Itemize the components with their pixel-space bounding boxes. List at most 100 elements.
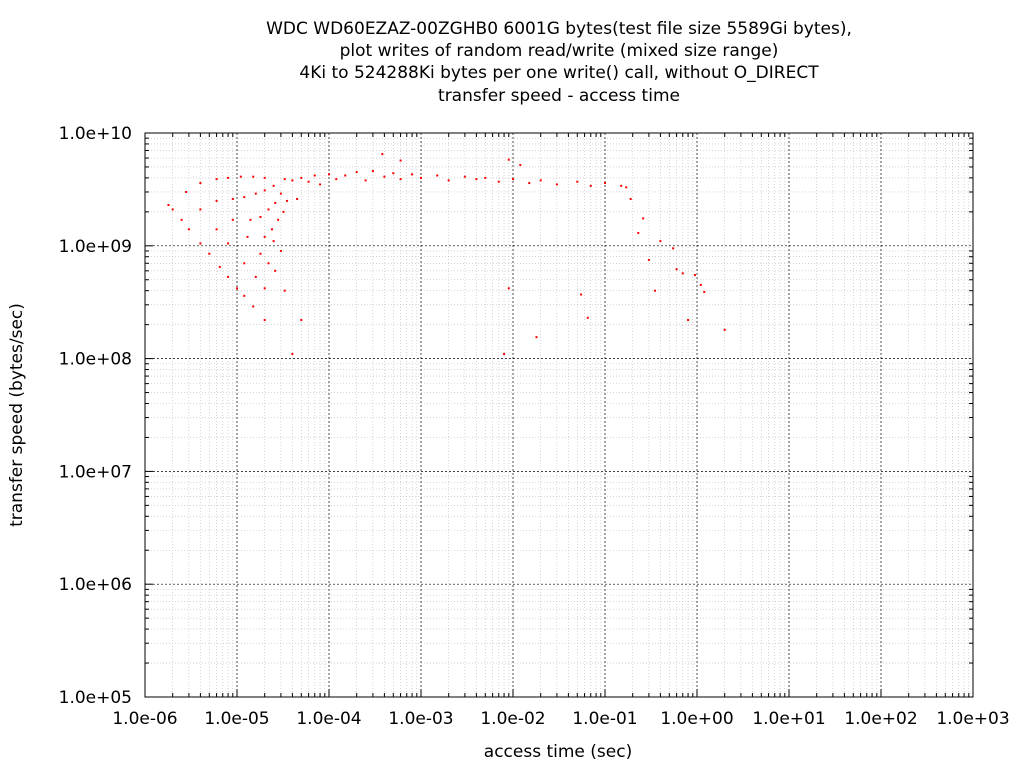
data-point bbox=[252, 305, 255, 308]
data-point bbox=[180, 218, 183, 221]
data-point bbox=[283, 289, 286, 292]
data-point bbox=[313, 174, 316, 177]
data-point bbox=[371, 170, 374, 173]
data-point bbox=[249, 218, 252, 221]
x-tick-label: 1.0e+01 bbox=[752, 709, 825, 729]
data-point bbox=[383, 175, 386, 178]
data-point bbox=[687, 318, 690, 321]
minor-grid bbox=[145, 133, 973, 697]
data-point bbox=[436, 174, 439, 177]
data-point bbox=[497, 180, 500, 183]
data-point bbox=[274, 269, 277, 272]
data-point bbox=[282, 210, 285, 213]
data-point bbox=[399, 178, 402, 181]
data-point bbox=[277, 218, 280, 221]
data-point bbox=[637, 231, 640, 234]
data-point bbox=[586, 316, 589, 319]
data-point bbox=[263, 189, 266, 192]
data-point bbox=[239, 175, 242, 178]
data-point bbox=[642, 217, 645, 220]
data-point bbox=[447, 179, 450, 182]
data-point bbox=[475, 178, 478, 181]
data-point bbox=[246, 235, 249, 238]
data-point bbox=[272, 240, 275, 243]
x-axis-tick-labels: 1.0e-06 1.0e-05 1.0e-04 1.0e-03 1.0e-02 1.0e-… bbox=[112, 709, 1009, 729]
data-point bbox=[259, 252, 262, 255]
x-tick-label: 1.0e-04 bbox=[296, 709, 361, 729]
data-point bbox=[291, 179, 294, 182]
data-point bbox=[703, 290, 706, 293]
y-axis-tick-labels: 1.0e+10 1.0e+09 1.0e+08 1.0e+07 1.0e+06 1.0e+… bbox=[59, 124, 132, 708]
data-point bbox=[199, 242, 202, 245]
data-point bbox=[279, 249, 282, 252]
data-point bbox=[512, 178, 514, 181]
x-tick-label: 1.0e-01 bbox=[572, 709, 637, 729]
chart-title-line-3: 4Ki to 524288Ki bytes per one write() ca… bbox=[299, 63, 819, 83]
data-point bbox=[344, 174, 347, 177]
data-point bbox=[392, 172, 395, 175]
y-tick-label: 1.0e+09 bbox=[59, 237, 132, 257]
data-point bbox=[231, 197, 234, 200]
data-point bbox=[208, 252, 211, 255]
data-point bbox=[654, 289, 657, 292]
data-point bbox=[227, 275, 230, 278]
data-point bbox=[535, 336, 538, 339]
data-point bbox=[723, 328, 726, 331]
x-tick-label: 1.0e+03 bbox=[936, 709, 1009, 729]
data-point bbox=[528, 182, 531, 185]
data-point bbox=[215, 178, 218, 181]
data-point bbox=[319, 183, 322, 186]
data-point bbox=[672, 247, 675, 250]
data-point bbox=[231, 218, 234, 221]
data-point bbox=[681, 272, 684, 275]
data-point bbox=[215, 199, 218, 202]
data-point bbox=[355, 171, 358, 174]
data-point bbox=[286, 199, 289, 202]
data-point bbox=[629, 197, 632, 200]
data-point bbox=[364, 179, 367, 182]
data-points bbox=[167, 153, 726, 355]
data-point bbox=[328, 173, 330, 176]
data-point bbox=[399, 159, 402, 162]
chart-title-line-4: transfer speed - access time bbox=[438, 86, 680, 106]
data-point bbox=[263, 287, 266, 290]
x-tick-label: 1.0e-05 bbox=[204, 709, 269, 729]
x-axis-title: access time (sec) bbox=[484, 742, 632, 762]
data-point bbox=[620, 184, 623, 187]
data-point bbox=[503, 352, 506, 355]
data-point bbox=[647, 258, 650, 261]
x-tick-label: 1.0e-06 bbox=[112, 709, 177, 729]
data-point bbox=[263, 318, 266, 321]
data-point bbox=[580, 293, 583, 296]
data-point bbox=[576, 180, 579, 183]
data-point bbox=[272, 184, 275, 187]
data-point bbox=[604, 182, 606, 185]
data-point bbox=[300, 318, 303, 321]
x-tick-label: 1.0e+00 bbox=[660, 709, 733, 729]
y-axis-title: transfer speed (bytes/sec) bbox=[7, 303, 27, 527]
data-point bbox=[484, 176, 487, 179]
y-tick-label: 1.0e+07 bbox=[59, 462, 132, 482]
axis-tick-marks bbox=[144, 132, 974, 698]
data-point bbox=[171, 208, 174, 211]
chart-title-line-1: WDC WD60EZAZ-00ZGHB0 6001G bytes(test fi… bbox=[266, 19, 852, 39]
data-point bbox=[335, 178, 338, 181]
data-point bbox=[463, 175, 466, 178]
data-point bbox=[307, 180, 310, 183]
data-point bbox=[254, 275, 257, 278]
data-point bbox=[411, 173, 414, 176]
major-grid bbox=[145, 133, 973, 697]
data-point bbox=[263, 235, 266, 238]
data-point bbox=[243, 262, 246, 265]
x-tick-label: 1.0e+02 bbox=[844, 709, 917, 729]
data-point bbox=[199, 208, 202, 211]
data-point bbox=[274, 201, 277, 204]
data-point bbox=[693, 274, 696, 277]
data-point bbox=[555, 183, 558, 186]
data-point bbox=[215, 228, 218, 231]
data-point bbox=[659, 240, 662, 243]
data-point bbox=[519, 164, 522, 167]
y-tick-label: 1.0e+05 bbox=[59, 688, 132, 708]
data-point bbox=[381, 153, 384, 156]
